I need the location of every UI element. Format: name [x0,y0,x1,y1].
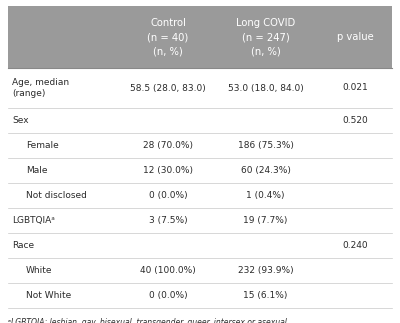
Text: 186 (75.3%): 186 (75.3%) [238,141,294,150]
Text: 58.5 (28.0, 83.0): 58.5 (28.0, 83.0) [130,84,206,92]
Text: 53.0 (18.0, 84.0): 53.0 (18.0, 84.0) [228,84,303,92]
Text: 0.520: 0.520 [342,116,368,125]
Text: 12 (30.0%): 12 (30.0%) [143,166,193,175]
Text: 60 (24.3%): 60 (24.3%) [240,166,290,175]
Text: Control
(n = 40)
(n, %): Control (n = 40) (n, %) [147,18,189,56]
Text: ᵃLGBTQIA; lesbian, gay, bisexual, transgender, queer, intersex or asexual.: ᵃLGBTQIA; lesbian, gay, bisexual, transg… [8,318,289,323]
Text: 19 (7.7%): 19 (7.7%) [243,216,288,225]
Text: 1 (0.4%): 1 (0.4%) [246,191,285,200]
Text: Not disclosed: Not disclosed [26,191,87,200]
FancyBboxPatch shape [8,68,392,108]
Text: LGBTQIAᵃ: LGBTQIAᵃ [12,216,55,225]
Text: 40 (100.0%): 40 (100.0%) [140,266,196,275]
FancyBboxPatch shape [8,133,392,158]
Text: Not White: Not White [26,291,71,300]
Text: 3 (7.5%): 3 (7.5%) [149,216,187,225]
Text: Race: Race [12,241,34,250]
FancyBboxPatch shape [8,108,392,133]
FancyBboxPatch shape [8,208,392,233]
Text: 15 (6.1%): 15 (6.1%) [243,291,288,300]
Text: Long COVID
(n = 247)
(n, %): Long COVID (n = 247) (n, %) [236,18,295,56]
Text: Male: Male [26,166,48,175]
Text: 232 (93.9%): 232 (93.9%) [238,266,293,275]
Text: p value: p value [337,32,373,42]
Text: 0 (0.0%): 0 (0.0%) [149,191,187,200]
FancyBboxPatch shape [8,283,392,308]
Text: 0.240: 0.240 [342,241,368,250]
FancyBboxPatch shape [8,6,392,68]
Text: 0 (0.0%): 0 (0.0%) [149,291,187,300]
FancyBboxPatch shape [8,183,392,208]
FancyBboxPatch shape [8,158,392,183]
Text: 0.021: 0.021 [342,84,368,92]
Text: Sex: Sex [12,116,29,125]
Text: 28 (70.0%): 28 (70.0%) [143,141,193,150]
Text: Female: Female [26,141,59,150]
Text: White: White [26,266,52,275]
FancyBboxPatch shape [8,258,392,283]
FancyBboxPatch shape [8,233,392,258]
Text: Age, median
(range): Age, median (range) [12,78,69,98]
